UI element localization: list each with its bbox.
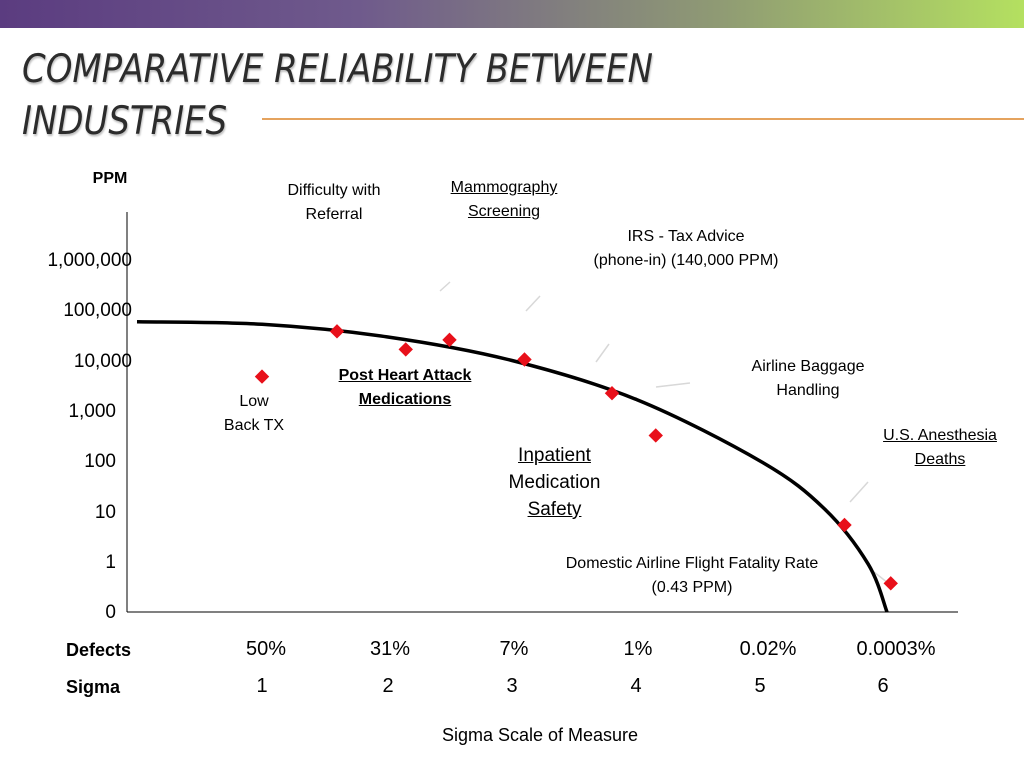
data-point [442, 332, 457, 348]
title-underline-rule [262, 118, 1024, 120]
callout-leader [849, 481, 869, 503]
annotation-low-back: Low Back TX [223, 393, 285, 434]
annotation-irs: IRS - Tax Advice (phone-in) (140,000 PPM) [593, 228, 779, 269]
sigma-value: 2 [382, 675, 394, 697]
y-tick-label: 1,000,000 [47, 250, 132, 271]
y-axis-label: PPM [92, 170, 128, 187]
callout-leader [439, 281, 451, 292]
data-point [837, 517, 852, 533]
defects-row-label: Defects [66, 640, 132, 660]
data-point [648, 428, 663, 443]
sigma-value: 6 [877, 675, 889, 697]
y-tick-label: 0 [105, 602, 116, 623]
annotation-post-heart-attack: Post Heart Attack Medications [338, 367, 472, 408]
data-point [883, 576, 898, 591]
sigma-value: 4 [630, 675, 642, 697]
annotation-mammography: Mammography Screening [450, 179, 558, 220]
defects-value: 0.0003% [856, 638, 936, 660]
data-point [254, 369, 270, 384]
sigma-value: 3 [506, 675, 518, 697]
y-tick-label: 10,000 [73, 351, 132, 372]
callout-leader [525, 295, 541, 312]
y-tick-label: 100 [84, 451, 116, 472]
data-point [604, 385, 620, 401]
y-tick-label: 100,000 [63, 300, 132, 321]
x-axis-label: Sigma Scale of Measure [441, 725, 639, 745]
defects-value: 1% [623, 638, 653, 660]
sigma-row-label: Sigma [66, 677, 121, 697]
callout-leader [595, 343, 610, 363]
sigma-value: 1 [256, 675, 268, 697]
defects-value: 0.02% [739, 638, 797, 660]
data-point [398, 342, 413, 357]
annotation-airline-baggage: Airline Baggage Handling [751, 358, 865, 399]
data-point [517, 352, 532, 367]
annotation-anesthesia: U.S. Anesthesia Deaths [883, 427, 997, 468]
defects-value: 31% [369, 638, 411, 660]
annotation-domestic-airline: Domestic Airline Flight Fatality Rate (0.… [565, 555, 819, 596]
y-tick-label: 1 [105, 552, 116, 573]
data-point [329, 324, 345, 339]
sigma-value: 5 [754, 675, 766, 697]
y-tick-label: 1,000 [68, 401, 116, 422]
callout-leader [873, 571, 889, 584]
top-accent-bar [0, 0, 1024, 28]
defects-value: 50% [245, 638, 287, 660]
annotation-inpatient: Inpatient Medication Safety [508, 445, 601, 520]
y-tick-label: 10 [94, 502, 116, 523]
callout-leader [655, 382, 691, 388]
slide-title: COMPARATIVE RELIABILITY BETWEEN INDUSTRI… [22, 47, 653, 144]
annotation-difficulty-referral: Difficulty with Referral [287, 182, 381, 223]
defects-value: 7% [499, 638, 529, 660]
